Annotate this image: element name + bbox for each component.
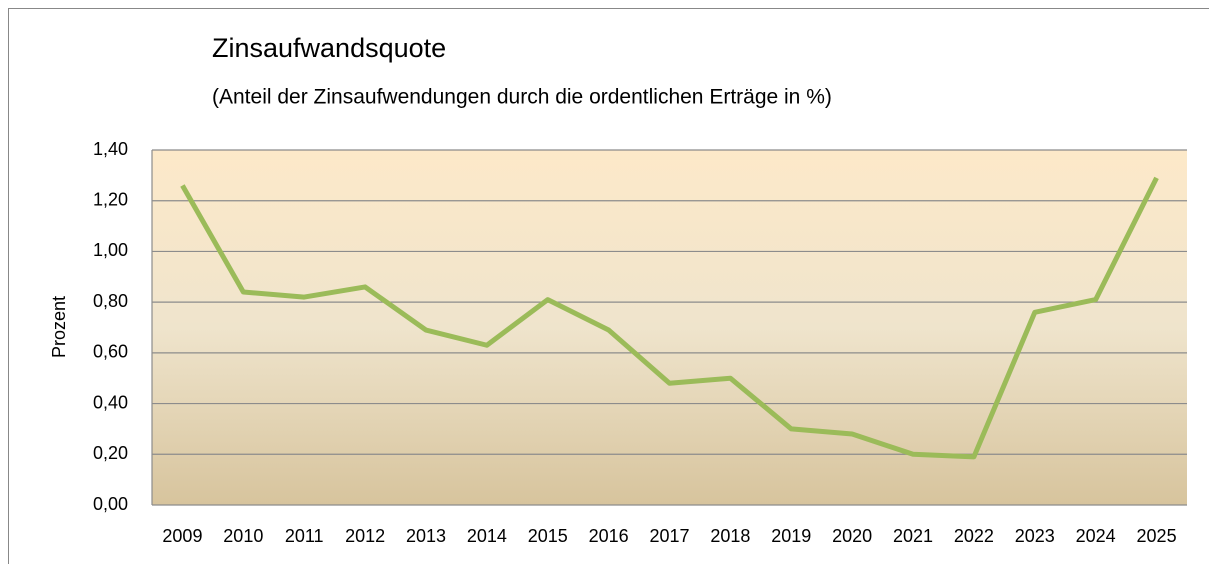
data-line — [180, 176, 1159, 460]
x-tick-label: 2017 — [649, 526, 689, 546]
x-tick-label: 2014 — [467, 526, 507, 546]
x-tick-label: 2013 — [406, 526, 446, 546]
x-tick-label: 2025 — [1137, 526, 1177, 546]
y-axis-label: Prozent — [49, 296, 69, 358]
x-tick-label: 2020 — [832, 526, 872, 546]
x-tick-label: 2011 — [285, 526, 324, 546]
x-tick-label: 2018 — [710, 526, 750, 546]
y-tick-label: 0,40 — [93, 392, 128, 412]
y-tick-label: 0,80 — [93, 291, 128, 311]
x-tick-label: 2019 — [771, 526, 811, 546]
plot-area — [152, 150, 1187, 505]
y-tick-label: 1,00 — [93, 240, 128, 260]
chart-subtitle: (Anteil der Zinsaufwendungen durch die o… — [212, 86, 832, 109]
y-tick-label: 0,00 — [93, 494, 128, 514]
x-tick-label: 2012 — [345, 526, 385, 546]
x-tick-label: 2009 — [162, 526, 202, 546]
y-tick-label: 0,20 — [93, 443, 128, 463]
x-tick-label: 2024 — [1076, 526, 1116, 546]
x-tick-label: 2023 — [1015, 526, 1055, 546]
chart-title: Zinsaufwandsquote — [212, 33, 446, 63]
x-tick-label: 2015 — [528, 526, 568, 546]
x-tick-label: 2016 — [589, 526, 629, 546]
y-tick-label: 1,40 — [93, 139, 128, 159]
x-tick-label: 2022 — [954, 526, 994, 546]
y-tick-label: 1,20 — [93, 189, 128, 209]
y-tick-label: 0,60 — [93, 342, 128, 362]
x-tick-label: 2010 — [223, 526, 263, 546]
x-tick-label: 2021 — [893, 526, 933, 546]
